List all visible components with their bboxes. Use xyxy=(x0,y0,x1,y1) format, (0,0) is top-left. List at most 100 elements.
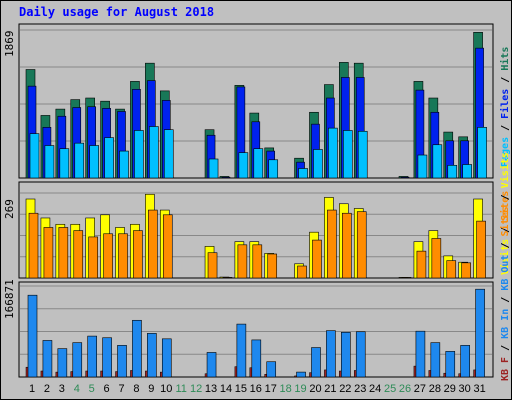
day-label-9: 9 xyxy=(148,383,155,395)
bar-pages-day-30 xyxy=(462,164,472,179)
day-label-1: 1 xyxy=(28,383,36,395)
bar-pages-day-22 xyxy=(343,130,353,179)
bar-sites-day-31 xyxy=(476,220,486,279)
day-label-3: 3 xyxy=(58,383,65,395)
bar-kb-in-day-29 xyxy=(445,351,456,378)
day-label-29: 29 xyxy=(443,383,456,395)
day-label-21: 21 xyxy=(324,383,337,395)
day-label-17: 17 xyxy=(264,383,277,395)
bar-pages-day-1 xyxy=(29,133,40,179)
bar-sites-day-20 xyxy=(312,239,322,279)
day-label-7: 7 xyxy=(118,383,125,395)
bar-kb-in-day-9 xyxy=(147,333,157,378)
day-label-27: 27 xyxy=(413,383,427,395)
bar-kb-in-day-17 xyxy=(266,361,277,378)
bar-sites-day-14 xyxy=(222,277,233,279)
bar-kb-in-day-19 xyxy=(296,371,306,378)
bar-pages-day-10 xyxy=(163,129,174,179)
day-label-31: 31 xyxy=(473,383,486,395)
day-label-8: 8 xyxy=(133,383,140,395)
bar-sites-day-26 xyxy=(401,277,412,279)
bar-files-day-26 xyxy=(400,176,410,179)
bar-sites-day-7 xyxy=(118,233,128,279)
bar-sites-day-1 xyxy=(28,212,39,279)
bar-kb-in-day-15 xyxy=(236,323,247,378)
bar-kb-in-day-2 xyxy=(42,340,53,378)
bar-sites-day-22 xyxy=(342,212,352,279)
day-label-23: 23 xyxy=(354,383,367,395)
day-label-6: 6 xyxy=(103,383,110,395)
bar-kb-in-day-3 xyxy=(57,348,68,378)
bar-sites-day-16 xyxy=(252,244,263,279)
day-label-11: 11 xyxy=(175,383,187,395)
bar-pages-day-2 xyxy=(44,145,55,179)
day-label-20: 20 xyxy=(309,383,322,395)
bar-pages-day-21 xyxy=(328,127,338,179)
bar-pages-day-31 xyxy=(477,127,487,179)
chart-title: Daily usage for August 2018 xyxy=(19,5,215,19)
day-label-30: 30 xyxy=(458,383,471,395)
day-label-25: 25 xyxy=(383,383,397,395)
day-label-12: 12 xyxy=(189,383,203,395)
bar-sites-day-21 xyxy=(327,209,337,279)
bar-pages-day-4 xyxy=(74,142,85,179)
day-label-24: 24 xyxy=(369,383,382,395)
bar-sites-day-4 xyxy=(73,230,84,279)
day-label-16: 16 xyxy=(249,383,262,395)
bar-sites-day-8 xyxy=(133,230,143,279)
bar-pages-day-9 xyxy=(149,126,159,179)
bar-sites-day-10 xyxy=(162,214,173,279)
day-label-26: 26 xyxy=(398,383,412,395)
bar-pages-day-6 xyxy=(104,137,114,179)
bar-kb-in-day-6 xyxy=(102,337,112,378)
bar-kb-in-day-16 xyxy=(251,339,262,378)
bar-kb-in-day-1 xyxy=(27,294,38,378)
bar-kb-in-day-23 xyxy=(355,331,366,378)
bar-kb-in-day-7 xyxy=(117,345,127,378)
day-label-5: 5 xyxy=(88,383,95,395)
bar-pages-day-28 xyxy=(432,144,443,179)
bar-kb-in-day-8 xyxy=(132,319,142,378)
day-label-15: 15 xyxy=(234,383,247,395)
day-label-18: 18 xyxy=(279,383,292,395)
day-label-2: 2 xyxy=(43,383,50,395)
bar-sites-day-5 xyxy=(88,236,98,279)
bar-pages-day-8 xyxy=(134,130,144,179)
bar-sites-day-29 xyxy=(446,260,457,279)
bar-sites-day-13 xyxy=(207,252,218,279)
bar-sites-day-19 xyxy=(297,265,307,279)
bar-pages-day-23 xyxy=(357,130,368,179)
bar-kb-in-day-21 xyxy=(326,330,336,378)
day-label-19: 19 xyxy=(294,383,307,395)
bar-pages-day-13 xyxy=(208,158,219,179)
bar-kb-in-day-10 xyxy=(161,338,172,378)
day-label-4: 4 xyxy=(73,383,80,395)
day-label-10: 10 xyxy=(160,383,173,395)
bar-kb-in-day-20 xyxy=(311,347,321,378)
bar-pages-day-19 xyxy=(298,168,308,179)
bar-kb-in-day-13 xyxy=(206,352,217,378)
bar-pages-day-3 xyxy=(59,148,70,179)
bar-kb-in-day-22 xyxy=(341,331,351,378)
bar-kb-in-day-31 xyxy=(475,288,485,378)
bar-sites-day-23 xyxy=(356,211,367,279)
bar-sites-day-3 xyxy=(58,227,69,279)
bar-pages-day-17 xyxy=(268,159,279,179)
bar-sites-day-28 xyxy=(431,238,442,279)
bar-sites-day-17 xyxy=(267,253,278,279)
bar-sites-day-30 xyxy=(461,262,471,279)
bar-kb-in-day-4 xyxy=(72,342,83,378)
bar-kb-in-day-5 xyxy=(87,335,97,378)
bar-sites-day-2 xyxy=(43,227,54,279)
bar-pages-day-27 xyxy=(417,154,428,179)
bar-pages-day-29 xyxy=(447,165,458,179)
bar-pages-day-7 xyxy=(119,150,129,179)
bar-sites-day-6 xyxy=(103,233,113,279)
bar-sites-day-15 xyxy=(237,244,248,279)
bar-kb-in-day-28 xyxy=(430,342,441,378)
day-label-13: 13 xyxy=(204,383,218,395)
bar-files-day-14 xyxy=(221,176,231,179)
bar-sites-day-9 xyxy=(148,209,158,279)
